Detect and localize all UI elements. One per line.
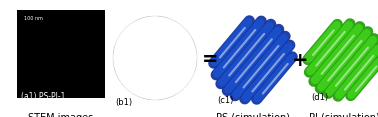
Text: STEM images: STEM images bbox=[28, 113, 94, 117]
Text: (b1): (b1) bbox=[115, 98, 132, 107]
Text: PI (simulation): PI (simulation) bbox=[308, 113, 378, 117]
Text: +: + bbox=[292, 51, 308, 69]
Text: 100 nm: 100 nm bbox=[23, 16, 42, 21]
Text: PS (simulation): PS (simulation) bbox=[216, 113, 290, 117]
Text: =: = bbox=[202, 51, 218, 69]
Text: (a1) PS-PI-1: (a1) PS-PI-1 bbox=[21, 92, 65, 101]
Text: (c1): (c1) bbox=[217, 96, 233, 105]
Text: (d1): (d1) bbox=[311, 93, 328, 102]
Circle shape bbox=[113, 16, 197, 100]
FancyBboxPatch shape bbox=[17, 10, 105, 98]
